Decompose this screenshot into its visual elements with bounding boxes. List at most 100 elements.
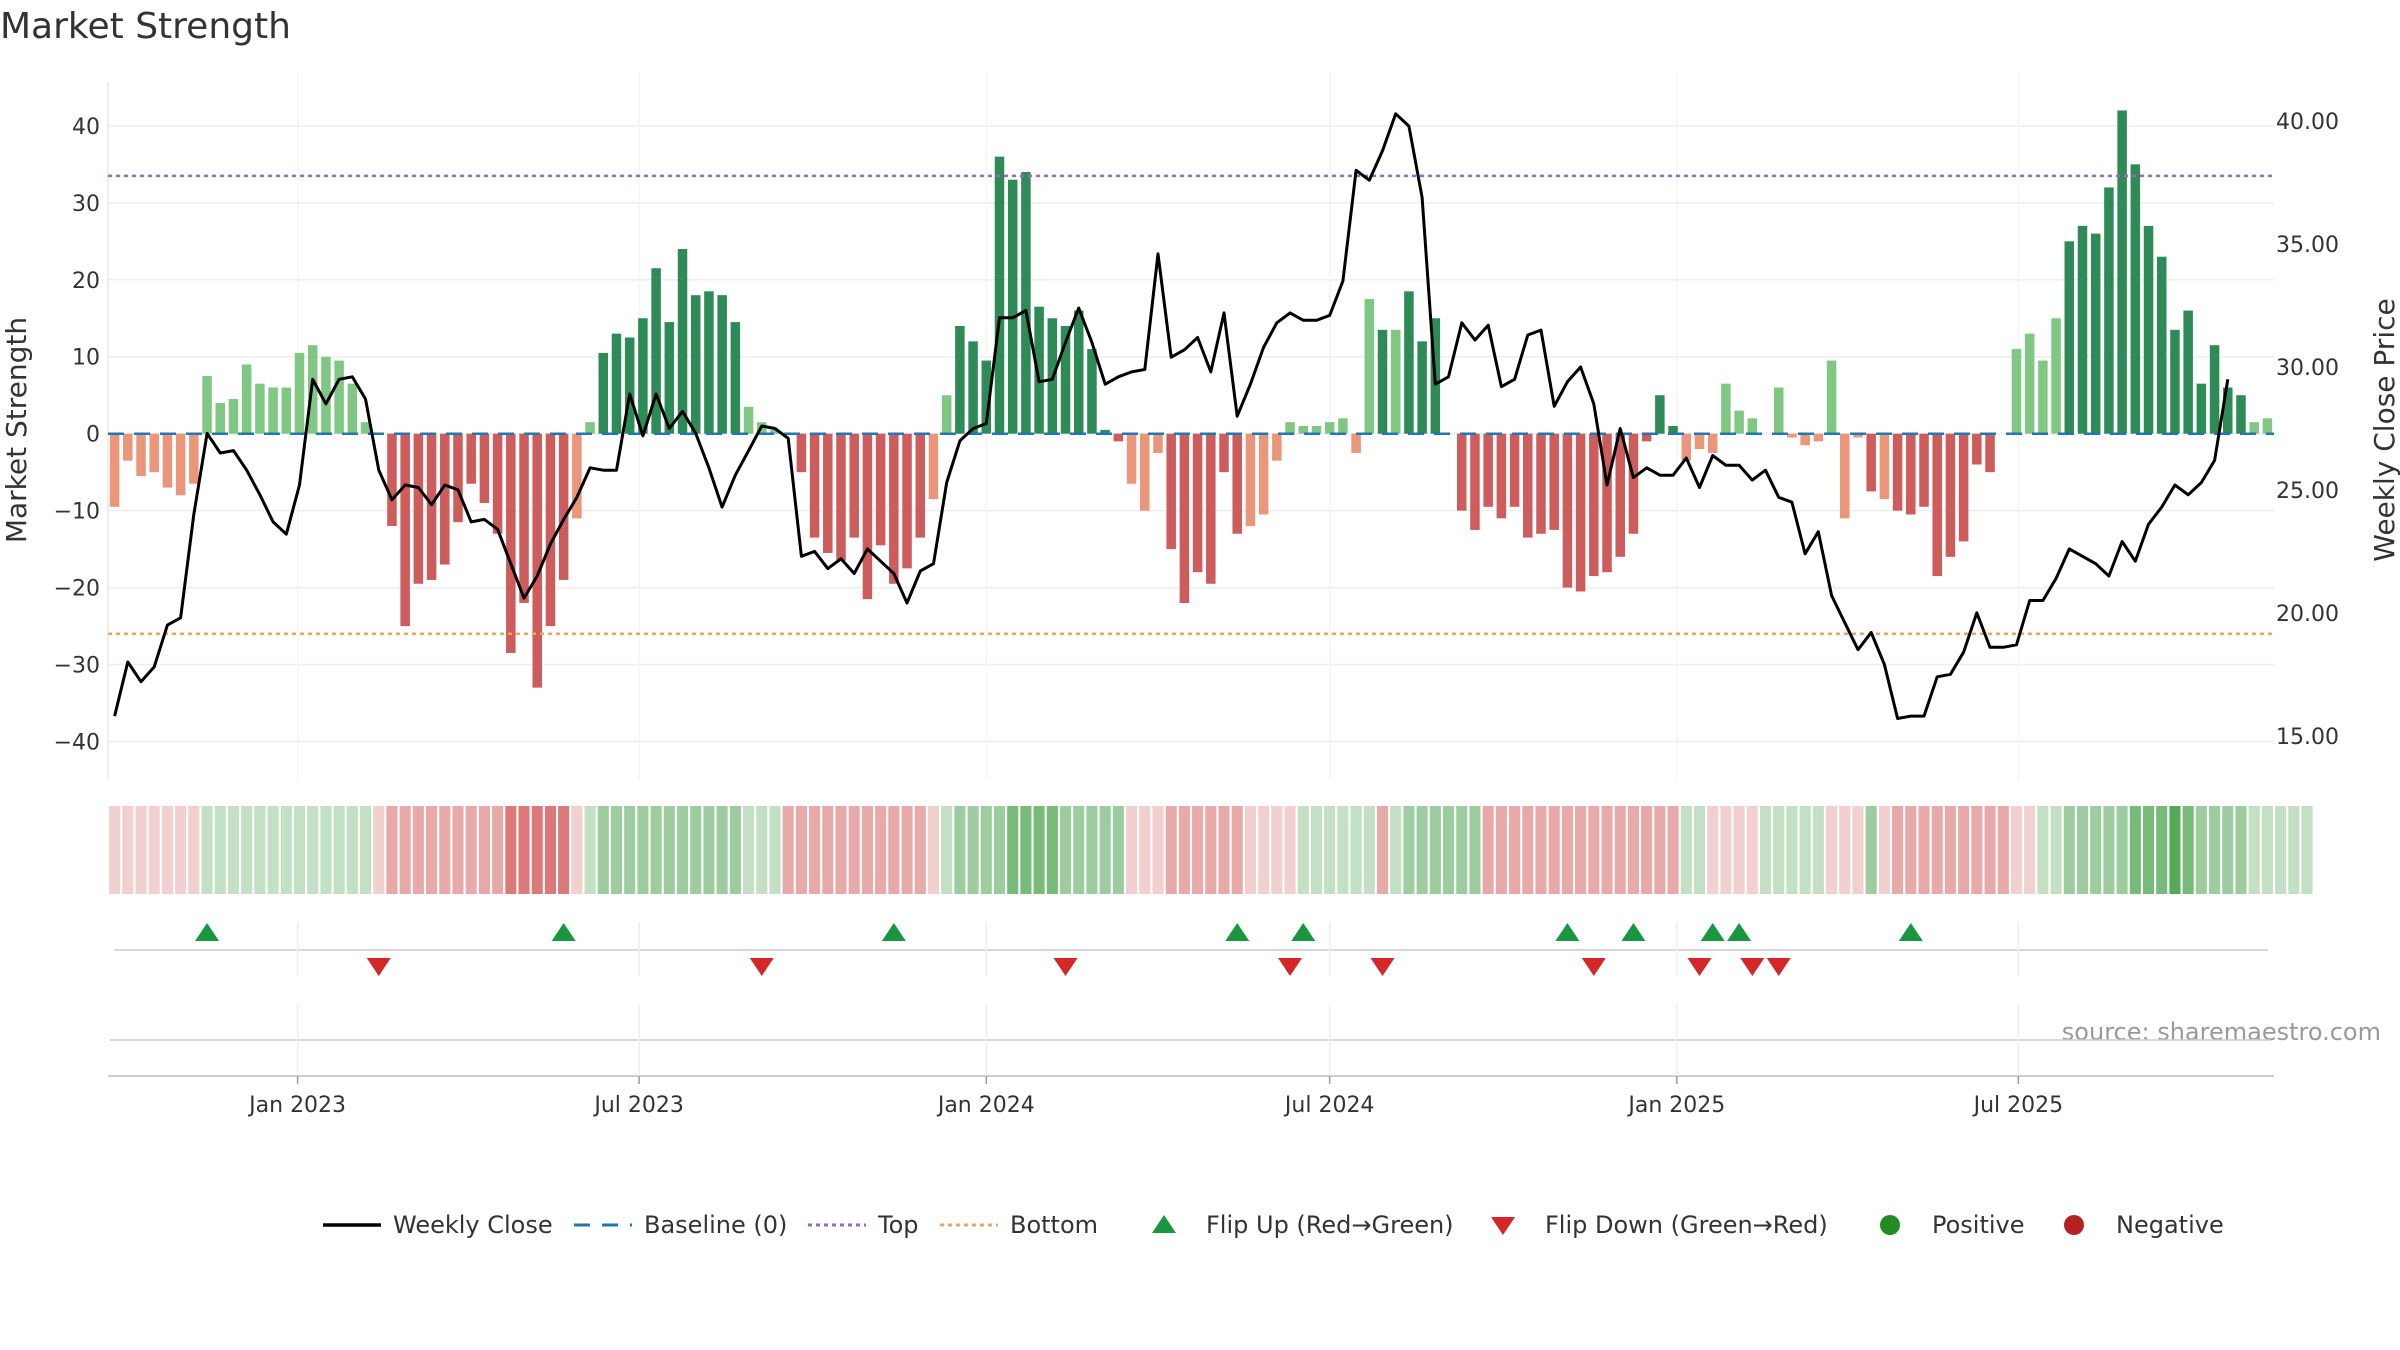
regime-cell [980, 806, 992, 894]
regime-cell [1139, 806, 1151, 894]
regime-cell [1192, 806, 1204, 894]
strength-bar [690, 295, 701, 434]
regime-cell [1099, 806, 1111, 894]
strength-bar [1892, 433, 1903, 511]
regime-cell [1456, 806, 1468, 894]
strength-bar [651, 268, 661, 434]
legend-item: Flip Up (Red→Green) [1152, 1211, 1454, 1239]
lower-panel [108, 1004, 2274, 1077]
strength-bar [1787, 433, 1797, 438]
regime-cell [1310, 806, 1323, 894]
regime-cell [1059, 806, 1072, 894]
regime-cell [861, 806, 873, 894]
regime-cell [293, 806, 306, 894]
strength-bar [506, 433, 516, 654]
legend-swatch-down [1491, 1217, 1515, 1235]
regime-cell [412, 806, 424, 894]
legend-item: Flip Down (Green→Red) [1491, 1211, 1828, 1239]
regime-cell [597, 806, 609, 894]
legend-item: Negative [2064, 1211, 2224, 1239]
regime-cell [492, 806, 504, 894]
strength-bar [1800, 433, 1810, 446]
strength-bar [955, 325, 965, 434]
regime-cell [2024, 806, 2036, 894]
strength-bar [426, 433, 437, 580]
strength-bar [1166, 433, 1176, 550]
strength-bar [889, 433, 899, 584]
flip-up-marker [1225, 923, 1250, 941]
strength-bar [1021, 172, 1031, 434]
regime-cell [1826, 806, 1838, 894]
regime-cell [2129, 806, 2141, 894]
strength-bar [1562, 433, 1573, 588]
strength-bar [2051, 318, 2061, 434]
strength-bar [334, 360, 344, 434]
regime-cell [1984, 806, 1996, 894]
strength-bar [1073, 310, 1084, 434]
legend-swatch-up [1152, 1215, 1176, 1233]
regime-cell [875, 806, 887, 894]
strength-bar [1298, 426, 1309, 434]
chart-title: Market Strength [0, 6, 291, 47]
regime-cell [954, 806, 966, 894]
strength-bar [2090, 233, 2101, 434]
strength-bar [638, 318, 648, 434]
regime-cell [1667, 806, 1679, 894]
regime-cell [690, 806, 702, 894]
y-tick-right: 40.00 [2276, 110, 2339, 135]
strength-bar [823, 433, 833, 553]
strength-bar [1668, 426, 1678, 434]
regime-cell [1007, 806, 1019, 894]
y-tick-left: 10 [72, 346, 100, 371]
regime-cell [307, 806, 319, 894]
strength-bar [1219, 433, 1229, 473]
legend-item: Positive [1880, 1211, 2025, 1239]
legend-label: Positive [1932, 1211, 2025, 1239]
strength-bar [902, 433, 912, 569]
regime-cell [901, 806, 913, 894]
strength-bar [109, 433, 120, 507]
regime-cell [610, 806, 623, 894]
strength-bar [321, 356, 331, 434]
x-tick-label: Jan 2024 [936, 1093, 1035, 1118]
regime-cell [558, 806, 570, 894]
regime-cell [1654, 806, 1666, 894]
strength-bar [1523, 433, 1533, 538]
regime-cell [716, 806, 728, 894]
regime-cell [505, 806, 517, 894]
strength-bar [1734, 410, 1744, 434]
strength-bar [1906, 433, 1916, 515]
y-axis-label-left: Market Strength [0, 317, 33, 543]
strength-bar [1351, 433, 1361, 453]
strength-bar [1364, 299, 1375, 434]
regime-cell [1469, 806, 1481, 894]
regime-cell [320, 806, 332, 894]
x-tick-label: Jul 2023 [592, 1093, 684, 1118]
flip-down-marker [366, 958, 391, 976]
strength-bar [1034, 306, 1044, 434]
legend-label: Flip Down (Green→Red) [1545, 1211, 1828, 1239]
strength-bar [1417, 341, 1427, 434]
y-tick-right: 20.00 [2276, 602, 2339, 627]
regime-cell [1561, 806, 1573, 894]
strength-bar [796, 433, 807, 473]
strength-bar [1338, 418, 1348, 434]
regime-cell [386, 806, 398, 894]
regime-cell [2050, 806, 2062, 894]
flip-down-marker [749, 958, 774, 976]
regime-cell [1442, 806, 1455, 894]
strength-bar [123, 433, 133, 461]
flip-up-marker [1727, 923, 1752, 941]
regime-cell [1165, 806, 1177, 894]
strength-bar [1206, 433, 1216, 584]
regime-cell [175, 806, 187, 894]
regime-cell [756, 806, 768, 894]
regime-cell [201, 806, 213, 894]
regime-cell [1112, 806, 1124, 894]
regime-cell [2288, 806, 2300, 894]
flip-down-marker [1278, 958, 1303, 976]
flip-up-marker [551, 923, 576, 941]
strength-bar [677, 249, 688, 434]
regime-cell [1033, 806, 1045, 894]
